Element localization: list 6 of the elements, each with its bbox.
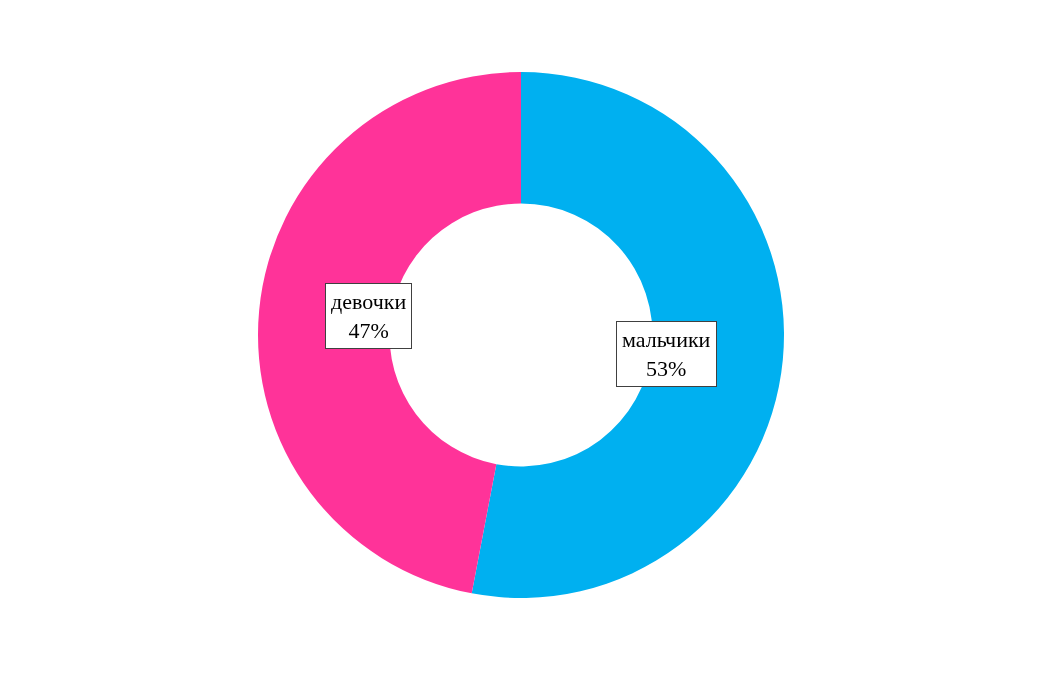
slice-label: мальчики bbox=[622, 327, 711, 352]
slice-label: девочки bbox=[331, 289, 407, 314]
donut-slice bbox=[258, 72, 521, 594]
donut-slice bbox=[471, 72, 784, 598]
data-label: 47% bbox=[348, 317, 389, 343]
data-label: 53% bbox=[646, 355, 687, 381]
